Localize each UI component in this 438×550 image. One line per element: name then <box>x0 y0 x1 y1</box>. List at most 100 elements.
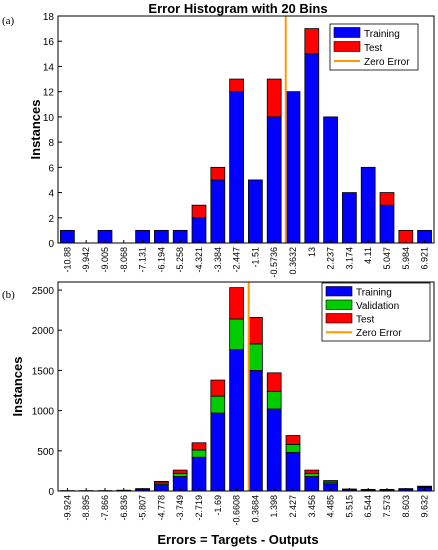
y-axis-label: Instances <box>28 100 43 160</box>
legend-swatch-validation <box>325 299 353 310</box>
x-tick-label: 5.047 <box>382 247 392 270</box>
x-tick-label: 1.398 <box>269 495 279 518</box>
bar-test-13 <box>304 28 320 55</box>
y-tick-label: 1500 <box>32 366 55 377</box>
y-tick-label: 2500 <box>32 286 55 297</box>
legend-label: Training <box>356 288 392 299</box>
x-tick-label: -9.924 <box>62 495 72 521</box>
x-tick-label: 5.984 <box>401 247 411 270</box>
x-tick-label: -7.866 <box>100 495 110 521</box>
x-tick-label: 13 <box>307 247 317 257</box>
x-tick-label: 2.237 <box>326 247 336 270</box>
x-tick-label: 4.485 <box>326 495 336 518</box>
bar-training-11 <box>266 408 282 492</box>
bar-validation-7 <box>191 449 207 458</box>
x-tick-label: -0.5736 <box>269 247 279 278</box>
bar-training-8 <box>210 412 226 492</box>
y-axis-label: Instances <box>10 357 25 417</box>
legend-label: Zero Error <box>364 57 410 68</box>
x-tick-label: -1.69 <box>213 495 223 516</box>
bar-training-13 <box>304 53 320 244</box>
y-tick-label: 16 <box>43 37 55 48</box>
x-tick-label: 3.174 <box>344 247 354 270</box>
x-tick-label: 6.921 <box>420 247 430 270</box>
x-tick-label: 6.544 <box>363 495 373 518</box>
x-tick-label: -4.321 <box>194 247 204 273</box>
bar-training-9 <box>229 91 244 244</box>
legend-label: Validation <box>356 301 399 312</box>
axes-frame <box>57 281 435 492</box>
x-tick-label: -2.447 <box>232 247 242 273</box>
x-tick-label: -4.778 <box>156 495 166 521</box>
figure-title: Error Histogram with 20 Bins <box>148 1 327 16</box>
bar-test-7 <box>191 204 207 219</box>
bar-test-7 <box>191 442 207 451</box>
x-tick-label: 8.603 <box>401 495 411 518</box>
x-tick-label: 9.632 <box>420 495 430 518</box>
bar-validation-10 <box>248 343 263 371</box>
x-tick-label: -9.942 <box>81 247 91 273</box>
x-tick-label: 2.427 <box>288 495 298 518</box>
x-tick-label: -5.258 <box>175 247 185 273</box>
x-tick-label: 5.515 <box>344 495 354 518</box>
bar-test-17 <box>379 192 395 206</box>
x-tick-label: -6.194 <box>156 247 166 273</box>
y-tick-label: 18 <box>43 12 55 23</box>
bar-training-16 <box>360 166 376 244</box>
bar-test-8 <box>210 379 226 397</box>
bar-training-10 <box>248 179 263 244</box>
bar-test-6 <box>172 469 188 474</box>
bar-validation-6 <box>172 472 188 477</box>
legend-label: Zero Error <box>356 328 402 339</box>
y-tick-label: 10 <box>43 113 55 124</box>
x-tick-label: -3.749 <box>175 495 185 521</box>
panel-label: (b) <box>2 289 15 301</box>
axes-frame <box>57 15 435 244</box>
x-tick-label: -6.836 <box>119 495 129 521</box>
bar-training-9 <box>229 349 244 492</box>
y-tick-label: 2000 <box>32 326 55 337</box>
x-tick-label: -0.6608 <box>232 495 242 526</box>
bar-test-11 <box>266 372 282 392</box>
y-tick-label: 6 <box>48 163 54 174</box>
bar-test-11 <box>266 78 282 118</box>
x-tick-label: -3.384 <box>213 247 223 273</box>
bar-training-7 <box>191 217 207 244</box>
y-tick-label: 8 <box>48 138 54 149</box>
x-tick-label: -5.807 <box>138 495 148 521</box>
x-tick-label: -1.51 <box>250 247 260 268</box>
bar-training-14 <box>323 116 338 244</box>
y-tick-label: 0 <box>48 487 54 498</box>
bar-test-14 <box>323 480 338 483</box>
y-tick-label: 2 <box>48 214 54 225</box>
bar-validation-9 <box>229 318 244 350</box>
x-tick-label: -2.719 <box>194 495 204 521</box>
legend-label: Test <box>364 43 383 54</box>
legend-swatch-training <box>325 286 353 297</box>
panel-b-histogram: (b) 0 500 1000 1500 2000 2500 -9.924 -8.895 -7.86… <box>2 281 435 526</box>
bar-training-15 <box>342 192 357 244</box>
y-tick-label: 4 <box>48 189 54 200</box>
x-tick-label: -8.895 <box>81 495 91 521</box>
bar-test-19 <box>417 485 432 488</box>
bar-test-10 <box>248 316 263 345</box>
y-tick-label: 12 <box>43 88 55 99</box>
x-tick-label: -9.005 <box>100 247 110 273</box>
bar-test-8 <box>210 166 226 181</box>
bar-validation-13 <box>304 472 320 477</box>
bar-test-5 <box>154 480 169 484</box>
y-tick-label: 1000 <box>32 407 55 418</box>
bar-training-10 <box>248 370 263 492</box>
bar-training-7 <box>191 456 207 492</box>
bar-training-11 <box>266 116 282 244</box>
bar-validation-8 <box>210 395 226 414</box>
x-tick-label: -7.131 <box>138 247 148 273</box>
legend-swatch-training <box>333 27 361 38</box>
bar-validation-12 <box>285 443 301 453</box>
figure-xlabel: Errors = Targets - Outputs <box>157 532 318 547</box>
x-tick-label: 4.11 <box>363 247 373 264</box>
y-tick-label: 0 <box>48 239 54 250</box>
legend-swatch-test <box>325 313 353 324</box>
bar-test-9 <box>229 78 244 93</box>
bar-test-9 <box>229 287 244 320</box>
